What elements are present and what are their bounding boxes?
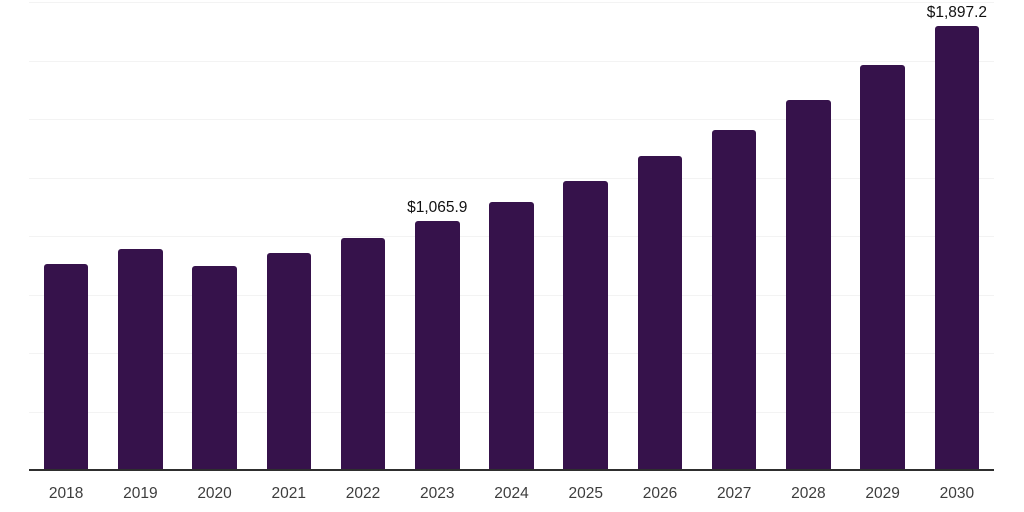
bar-2025: [563, 181, 608, 470]
x-tick-label-2025: 2025: [568, 485, 603, 502]
gridline-1500: [29, 119, 994, 120]
x-tick-label-2018: 2018: [48, 485, 84, 502]
bar-2021: [266, 253, 312, 470]
bar-2019: [118, 249, 163, 470]
bar-2028: [786, 100, 831, 470]
gridline-1750: [29, 60, 994, 62]
x-tick-label-2021: 2021: [271, 485, 307, 502]
bar-2024: [489, 201, 534, 470]
value-label-2030: $1,897.2: [926, 4, 988, 22]
x-tick-label-2024: 2024: [494, 485, 529, 502]
x-tick-label-2029: 2029: [865, 485, 900, 502]
x-axis-labels: 2018 2019 2020 2021 2022 2023 2024 2025 2026 2027…: [29, 485, 994, 505]
bar-2023: [415, 220, 460, 470]
x-tick-label-2019: 2019: [123, 485, 158, 502]
bar-2018: [43, 264, 89, 470]
x-tick-label-2026: 2026: [642, 485, 678, 502]
bar-2029: [860, 65, 905, 470]
bar-2022: [340, 238, 386, 470]
x-tick-label-2023: 2023: [420, 485, 455, 502]
x-tick-label-2028: 2028: [791, 485, 826, 502]
x-axis-line: [29, 469, 994, 471]
value-label-2023: $1,065.9: [407, 198, 468, 216]
x-tick-label-2022: 2022: [345, 485, 381, 502]
x-tick-label-2027: 2027: [716, 485, 752, 502]
bar-2026: [637, 155, 683, 470]
gridline-1250: [29, 177, 994, 179]
x-tick-label-2030: 2030: [939, 485, 975, 502]
bar-2027: [711, 130, 757, 470]
plot-area: $1,065.9 $1,897.2: [29, 0, 994, 471]
bar-2020: [192, 265, 237, 470]
bar-2030: [934, 26, 980, 470]
x-tick-label-2020: 2020: [197, 485, 232, 502]
gridline-2000: [29, 2, 994, 3]
